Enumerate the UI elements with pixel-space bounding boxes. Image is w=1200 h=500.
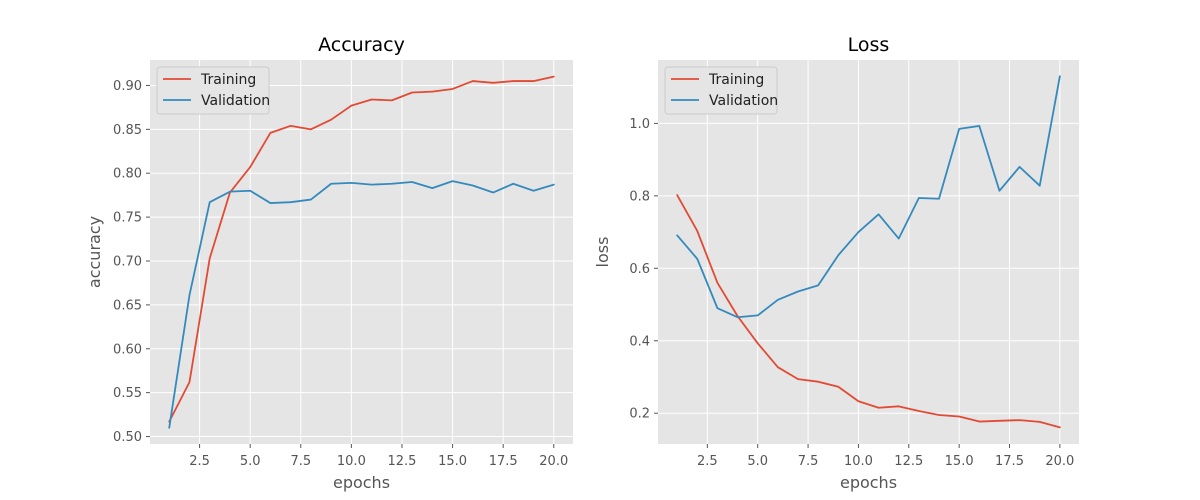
accuracy-y-tick-label: 0.60 [113,342,142,357]
loss-x-tick-label: 10.0 [844,454,873,469]
accuracy-y-tick-label: 0.55 [113,386,142,401]
loss-legend-label-training: Training [708,72,764,88]
loss-y-tick-label: 0.4 [629,334,650,349]
accuracy-training-line [168,75,555,423]
loss-legend: Training Validation [664,66,778,115]
loss-x-tick-label: 17.5 [995,454,1024,469]
accuracy-y-axis-label: accuracy [85,216,104,288]
accuracy-x-tick-label: 15.0 [438,454,467,469]
loss-x-tick-label: 20.0 [1045,454,1074,469]
loss-chart-title: Loss [848,34,890,56]
loss-y-axis-label: loss [593,237,612,268]
accuracy-y-tick-label: 0.70 [113,254,142,269]
loss-y-tick-label: 0.2 [629,407,650,422]
loss-legend-label-validation: Validation [709,93,778,109]
loss-chart: 0.2 0.4 0.6 0.8 1.0 2.5 5.0 7.5 10.0 12.5 15.0 17.5… [593,34,1079,492]
loss-x-tick-label: 15.0 [945,454,974,469]
accuracy-x-tick-label: 5.0 [240,454,261,469]
loss-y-tick-label: 0.8 [629,189,650,204]
loss-y-tick-label: 1.0 [629,117,650,132]
loss-x-axis-label: epochs [840,473,897,492]
accuracy-validation-line [168,180,555,429]
loss-plot-area [658,60,1079,444]
accuracy-y-tick-label: 0.80 [113,167,142,182]
accuracy-chart-title: Accuracy [318,34,405,56]
accuracy-y-tick-label: 0.90 [113,79,142,94]
accuracy-legend-label-validation: Validation [201,93,270,109]
accuracy-x-tick-label: 10.0 [337,454,366,469]
accuracy-plot-area [150,60,573,444]
loss-validation-line [676,75,1061,319]
loss-training-line [676,194,1061,429]
accuracy-y-tick-label: 0.75 [113,211,142,226]
accuracy-x-axis-label: epochs [333,473,390,492]
accuracy-x-tick-label: 12.5 [388,454,417,469]
accuracy-y-tick-label: 0.85 [113,123,142,138]
accuracy-x-tick-label: 17.5 [489,454,518,469]
loss-x-tick-label: 2.5 [697,454,718,469]
accuracy-x-tick-label: 20.0 [539,454,568,469]
loss-y-tick-label: 0.6 [629,262,650,277]
loss-x-tick-label: 5.0 [747,454,768,469]
loss-x-tick-label: 7.5 [798,454,819,469]
loss-x-tick-label: 12.5 [894,454,923,469]
accuracy-chart: 0.50 0.55 0.60 0.65 0.70 0.75 0.80 0.85 0.90 2.5 5… [85,34,573,492]
accuracy-x-tick-label: 7.5 [290,454,311,469]
accuracy-y-tick-label: 0.50 [113,430,142,445]
accuracy-legend: Training Validation [156,66,270,115]
accuracy-legend-label-training: Training [200,72,256,88]
accuracy-y-tick-label: 0.65 [113,298,142,313]
accuracy-x-tick-label: 2.5 [189,454,210,469]
